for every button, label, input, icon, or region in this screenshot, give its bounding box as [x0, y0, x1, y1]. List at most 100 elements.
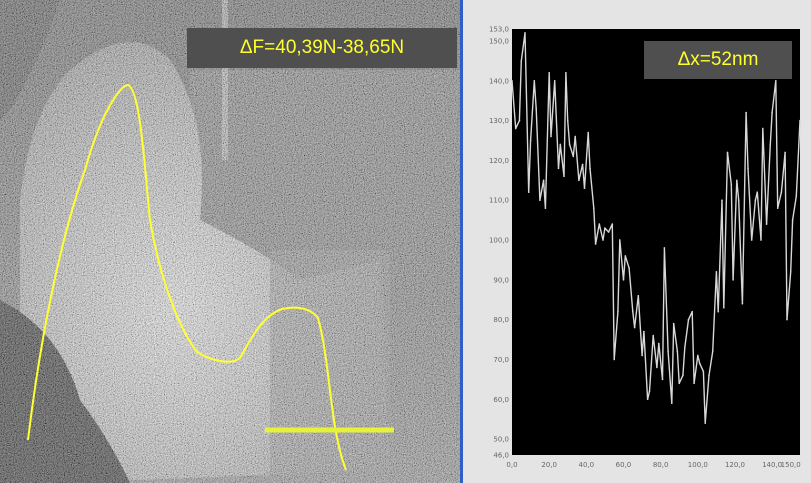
- profile-point: [628, 267, 630, 269]
- profile-point: [550, 135, 552, 138]
- profile-point: [631, 310, 634, 313]
- profile-point: [548, 71, 550, 74]
- profile-point: [789, 271, 792, 273]
- y-tick-label: 80,0: [493, 316, 509, 324]
- x-tick-label: 20,0: [541, 461, 557, 469]
- profile-point: [568, 143, 571, 146]
- profile-point: [624, 255, 627, 257]
- profile-point: [756, 191, 759, 194]
- profile-point: [715, 271, 718, 273]
- profile-point: [533, 79, 536, 82]
- profile-point: [726, 151, 729, 154]
- profile-point: [784, 151, 786, 154]
- profile-point: [702, 370, 705, 373]
- profile-point: [775, 79, 777, 82]
- profile-point: [791, 219, 794, 221]
- profile-point: [529, 139, 532, 142]
- profile-point: [572, 155, 575, 158]
- profile-point: [511, 79, 513, 82]
- y-tick-label: 46,0: [493, 452, 509, 460]
- x-tick-label: 120,0: [725, 461, 745, 469]
- profile-point: [613, 358, 615, 361]
- profile-point: [553, 79, 556, 82]
- profile-point: [736, 179, 738, 182]
- y-tick-label: 150,0: [489, 37, 509, 45]
- profile-point: [762, 127, 764, 130]
- profile-point: [769, 143, 772, 146]
- profile-point: [672, 322, 675, 325]
- profile-point: [704, 422, 707, 424]
- profile-point: [780, 191, 783, 194]
- profile-point: [747, 167, 749, 170]
- profile-point: [637, 294, 640, 297]
- profile-point: [708, 374, 710, 377]
- force-profile-curve: [27, 83, 347, 471]
- force-difference-label: ΔF=40,39N-38,65N: [187, 28, 457, 68]
- x-tick-label: 100,0: [688, 461, 708, 469]
- profile-point: [693, 382, 695, 385]
- afm-image: [0, 0, 460, 483]
- profile-point: [741, 302, 744, 305]
- profile-point: [691, 310, 694, 313]
- profile-point: [602, 239, 604, 241]
- profile-point: [559, 143, 562, 146]
- profile-point: [648, 390, 651, 393]
- y-tick-label: 90,0: [493, 276, 509, 284]
- profile-point: [611, 223, 614, 225]
- profile-point: [730, 183, 733, 186]
- profile-point: [652, 334, 655, 337]
- profile-point: [676, 350, 679, 353]
- profile-point: [687, 318, 690, 321]
- profile-point: [589, 167, 591, 170]
- profile-points: [511, 32, 801, 424]
- profile-plot: 46,0 50,0 60,0 70,0 80,0 90,0 100,0 110,0 120,0 1…: [489, 26, 801, 469]
- profile-point: [574, 135, 576, 138]
- profile-point: [732, 279, 734, 281]
- profile-point: [617, 310, 619, 313]
- profile-point: [563, 175, 565, 178]
- dx-label: Δx=52nm: [644, 41, 792, 79]
- profile-point: [583, 187, 586, 190]
- afm-image-panel: ΔF=40,39N-38,65N: [0, 0, 460, 483]
- profile-point: [711, 350, 714, 353]
- profile-point: [760, 239, 762, 241]
- profile-point: [723, 306, 725, 309]
- profile-point: [750, 239, 753, 241]
- profile-point: [566, 119, 569, 122]
- profile-point: [670, 402, 673, 405]
- profile-point: [518, 119, 521, 122]
- profile-point: [539, 199, 541, 201]
- y-tick-label: 100,0: [489, 237, 509, 245]
- profile-point: [535, 107, 537, 110]
- profile-point: [656, 366, 658, 369]
- profile-point: [514, 127, 517, 130]
- plot-area: [512, 29, 800, 455]
- profile-point: [565, 71, 567, 74]
- profile-point: [581, 163, 584, 166]
- profile-point: [557, 167, 560, 170]
- profile-point: [520, 60, 523, 62]
- y-tick-label: 120,0: [489, 157, 509, 165]
- profile-point: [771, 111, 773, 114]
- x-tick-label: 140,0: [762, 461, 782, 469]
- profile-point: [544, 207, 547, 209]
- profile-point: [633, 326, 636, 329]
- x-tick-label: 80,0: [653, 461, 669, 469]
- profile-point: [697, 354, 699, 357]
- x-tick-label: 0,0: [506, 461, 517, 469]
- profile-point: [698, 362, 701, 365]
- profile-point: [717, 310, 720, 313]
- x-tick-label: 60,0: [616, 461, 632, 469]
- profile-point: [646, 398, 649, 401]
- y-tick-label: 70,0: [493, 356, 509, 364]
- profile-point: [765, 223, 768, 225]
- x-tick-label: 150,0: [781, 461, 801, 469]
- profile-point: [754, 199, 757, 201]
- profile-point: [604, 227, 606, 229]
- profile-point: [598, 223, 601, 225]
- profile-point: [643, 330, 645, 333]
- profile-point: [737, 199, 740, 201]
- profile-point: [721, 199, 723, 201]
- profile-point: [682, 374, 684, 377]
- y-tick-label: 50,0: [493, 436, 509, 444]
